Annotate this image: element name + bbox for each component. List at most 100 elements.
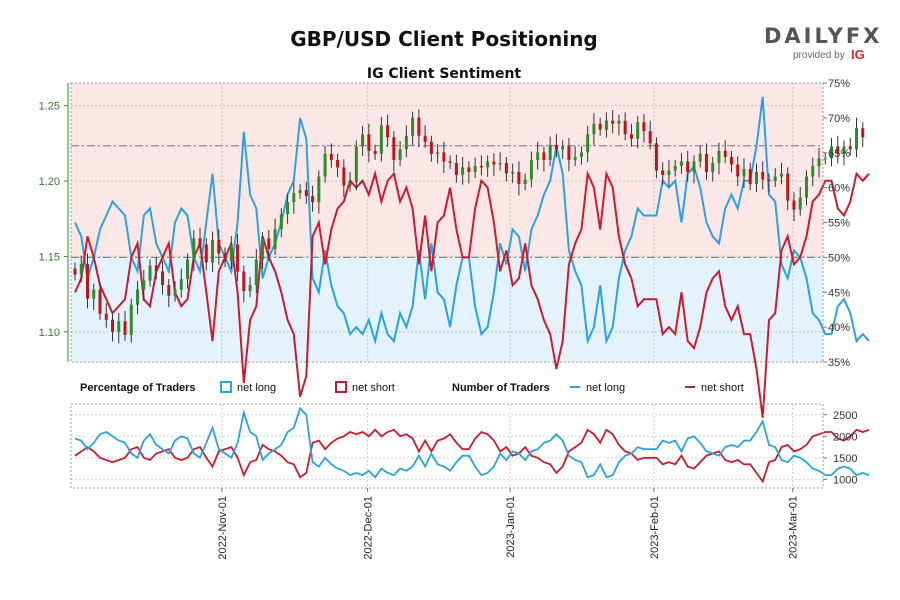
candle-body bbox=[861, 128, 865, 138]
candle-body bbox=[473, 165, 477, 172]
traders-tick-label: 2500 bbox=[833, 410, 857, 422]
candle-body bbox=[148, 265, 152, 281]
candle-body bbox=[504, 162, 508, 174]
candle-body bbox=[654, 143, 658, 171]
candle-body bbox=[204, 244, 208, 263]
candle-body bbox=[573, 156, 577, 160]
candle-body bbox=[642, 122, 646, 132]
candle-body bbox=[161, 271, 165, 286]
candle-body bbox=[229, 244, 233, 261]
net-short-pct-line bbox=[74, 169, 870, 418]
main-gridlines bbox=[71, 83, 823, 362]
candle-body bbox=[567, 146, 571, 160]
price-tick-label: 1.15 bbox=[39, 251, 60, 263]
sentiment-tick-label: 45% bbox=[828, 287, 850, 299]
candle-body bbox=[298, 190, 302, 194]
candle-body bbox=[742, 168, 746, 177]
candle-body bbox=[342, 167, 346, 186]
candle-body bbox=[442, 152, 446, 162]
candle-body bbox=[711, 162, 715, 172]
candle-body bbox=[855, 128, 859, 150]
candle-body bbox=[836, 146, 840, 154]
candle-body bbox=[348, 182, 352, 186]
brand-name: DAILYFX bbox=[764, 24, 882, 48]
candle-body bbox=[692, 161, 696, 172]
candle-body bbox=[586, 134, 590, 153]
candle-body bbox=[661, 170, 665, 175]
candle-body bbox=[198, 238, 202, 245]
brand-provided-by: provided by bbox=[793, 50, 845, 61]
candle-body bbox=[817, 158, 821, 166]
candle-body bbox=[729, 156, 733, 165]
candle-body bbox=[292, 193, 296, 203]
traders-tick-label: 2000 bbox=[833, 431, 857, 443]
candle-body bbox=[367, 134, 371, 151]
candle-body bbox=[98, 289, 102, 314]
candle-body bbox=[792, 200, 796, 210]
date-tick-label: 2023-Jan-01 bbox=[505, 496, 517, 558]
candle-body bbox=[761, 171, 765, 180]
candle-body bbox=[179, 279, 183, 290]
candle-body bbox=[748, 168, 752, 185]
candle-body bbox=[679, 161, 683, 166]
candle-body bbox=[548, 144, 552, 160]
candle-body bbox=[236, 244, 240, 272]
candle-body bbox=[123, 321, 127, 335]
candle-body bbox=[592, 123, 596, 135]
candle-body bbox=[542, 152, 546, 160]
reference-lines bbox=[71, 145, 823, 258]
legend: Percentage of Traders net long net short… bbox=[80, 381, 744, 394]
price-tick-label: 1.25 bbox=[39, 101, 60, 113]
candle-body bbox=[517, 171, 521, 185]
candle-body bbox=[92, 289, 96, 299]
legend-net-long-pct: net long bbox=[237, 382, 276, 394]
candle-body bbox=[786, 173, 790, 201]
traders-lines bbox=[74, 406, 870, 484]
legend-number-title: Number of Traders bbox=[452, 382, 550, 394]
candle-body bbox=[604, 120, 608, 130]
candle-body bbox=[617, 120, 621, 124]
candle-body bbox=[611, 120, 615, 124]
candle-body bbox=[223, 253, 227, 261]
candle-body bbox=[373, 150, 377, 154]
traders-panel-border bbox=[70, 403, 824, 489]
candle-body bbox=[329, 153, 333, 160]
candle-body bbox=[286, 202, 290, 215]
net-short-zone bbox=[71, 83, 823, 258]
candle-body bbox=[254, 259, 258, 286]
legend-net-short-pct: net short bbox=[352, 382, 395, 394]
legend-net-short-box bbox=[335, 381, 347, 393]
price-axis: 1.25 1.20 1.15 1.10 bbox=[39, 101, 68, 339]
candle-body bbox=[261, 238, 265, 260]
date-tick-label: 2023-Mar-01 bbox=[788, 496, 800, 559]
main-panel-border bbox=[70, 82, 824, 363]
candle-body bbox=[698, 153, 702, 162]
candle-body bbox=[717, 150, 721, 163]
candle-body bbox=[104, 313, 108, 320]
candle-body bbox=[411, 117, 415, 136]
net-long-traders-line bbox=[74, 406, 870, 479]
candle-body bbox=[192, 238, 196, 260]
candle-body bbox=[311, 196, 315, 203]
sentiment-tick-label: 75% bbox=[828, 78, 850, 90]
candle-body bbox=[142, 280, 146, 290]
chart-title: GBP/USD Client Positioning bbox=[290, 27, 598, 51]
candle-body bbox=[361, 134, 365, 147]
candle-body bbox=[767, 179, 771, 182]
candle-body bbox=[379, 125, 383, 154]
candle-body bbox=[154, 265, 158, 272]
net-short-traders-line bbox=[74, 428, 870, 484]
candle-body bbox=[579, 152, 583, 157]
candle-body bbox=[398, 149, 402, 160]
candle-body bbox=[336, 159, 340, 168]
traders-panel: 2500 2000 1500 1000 bbox=[70, 403, 870, 489]
candle-body bbox=[636, 122, 640, 139]
candle-body bbox=[798, 197, 802, 210]
candle-body bbox=[392, 137, 396, 160]
sentiment-tick-label: 50% bbox=[828, 252, 850, 264]
candle-body bbox=[429, 141, 433, 154]
candle-body bbox=[317, 176, 321, 203]
date-axis: 2022-Nov-01 2022-Dec-01 2023-Jan-01 2023-Fe… bbox=[217, 488, 800, 560]
brand-provider: IG bbox=[851, 47, 865, 62]
